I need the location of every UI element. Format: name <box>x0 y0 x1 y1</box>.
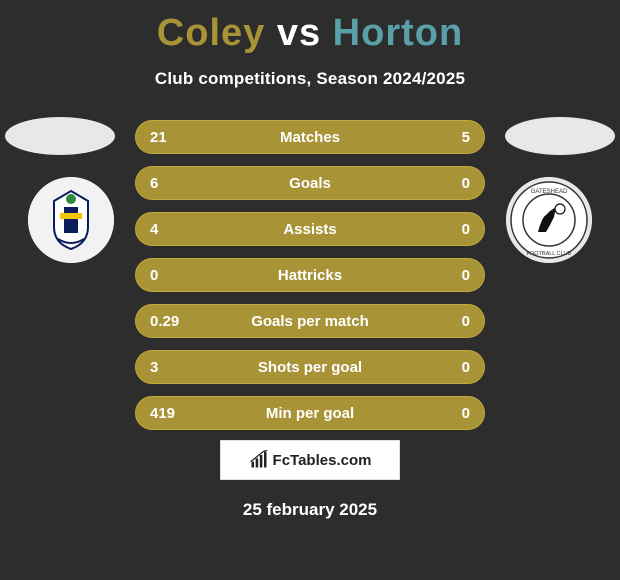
svg-text:GATESHEAD: GATESHEAD <box>531 189 568 195</box>
brand-badge[interactable]: FcTables.com <box>220 440 400 480</box>
stat-value-player1: 3 <box>150 359 158 376</box>
stat-value-player2: 0 <box>462 359 470 376</box>
stat-row: 6Goals0 <box>135 166 485 200</box>
stat-row: 419Min per goal0 <box>135 396 485 430</box>
player1-club-badge <box>28 177 114 263</box>
stat-label: Goals per match <box>136 313 484 330</box>
player2-name: Horton <box>333 12 464 54</box>
svg-text:FOOTBALL CLUB: FOOTBALL CLUB <box>527 251 572 257</box>
stat-label: Matches <box>136 129 484 146</box>
stat-label: Goals <box>136 175 484 192</box>
stat-label: Hattricks <box>136 267 484 284</box>
stat-label: Shots per goal <box>136 359 484 376</box>
stat-value-player2: 0 <box>462 313 470 330</box>
stat-value-player1: 21 <box>150 129 167 146</box>
stats-table: 21Matches56Goals04Assists00Hattricks00.2… <box>135 120 485 442</box>
stat-row: 4Assists0 <box>135 212 485 246</box>
chart-icon <box>249 450 269 470</box>
player1-name: Coley <box>157 12 265 54</box>
player2-club-badge: GATESHEAD FOOTBALL CLUB <box>506 177 592 263</box>
stat-value-player2: 5 <box>462 129 470 146</box>
stat-value-player1: 0 <box>150 267 158 284</box>
stat-label: Assists <box>136 221 484 238</box>
vs-text: vs <box>265 12 332 54</box>
stat-value-player2: 0 <box>462 221 470 238</box>
brand-text: FcTables.com <box>273 452 372 469</box>
club-crest-icon: GATESHEAD FOOTBALL CLUB <box>506 177 592 263</box>
stat-row: 0.29Goals per match0 <box>135 304 485 338</box>
subtitle: Club competitions, Season 2024/2025 <box>0 69 620 89</box>
stat-row: 0Hattricks0 <box>135 258 485 292</box>
stat-value-player2: 0 <box>462 267 470 284</box>
stat-label: Min per goal <box>136 405 484 422</box>
stat-row: 21Matches5 <box>135 120 485 154</box>
stat-value-player1: 419 <box>150 405 175 422</box>
date-text: 25 february 2025 <box>0 500 620 520</box>
stat-value-player2: 0 <box>462 405 470 422</box>
stat-value-player1: 4 <box>150 221 158 238</box>
stat-value-player2: 0 <box>462 175 470 192</box>
stat-row: 3Shots per goal0 <box>135 350 485 384</box>
player1-silhouette <box>5 117 115 155</box>
player2-silhouette <box>505 117 615 155</box>
stat-value-player1: 0.29 <box>150 313 179 330</box>
club-crest-icon <box>28 177 114 263</box>
comparison-title: Coley vs Horton <box>0 0 620 55</box>
stat-value-player1: 6 <box>150 175 158 192</box>
